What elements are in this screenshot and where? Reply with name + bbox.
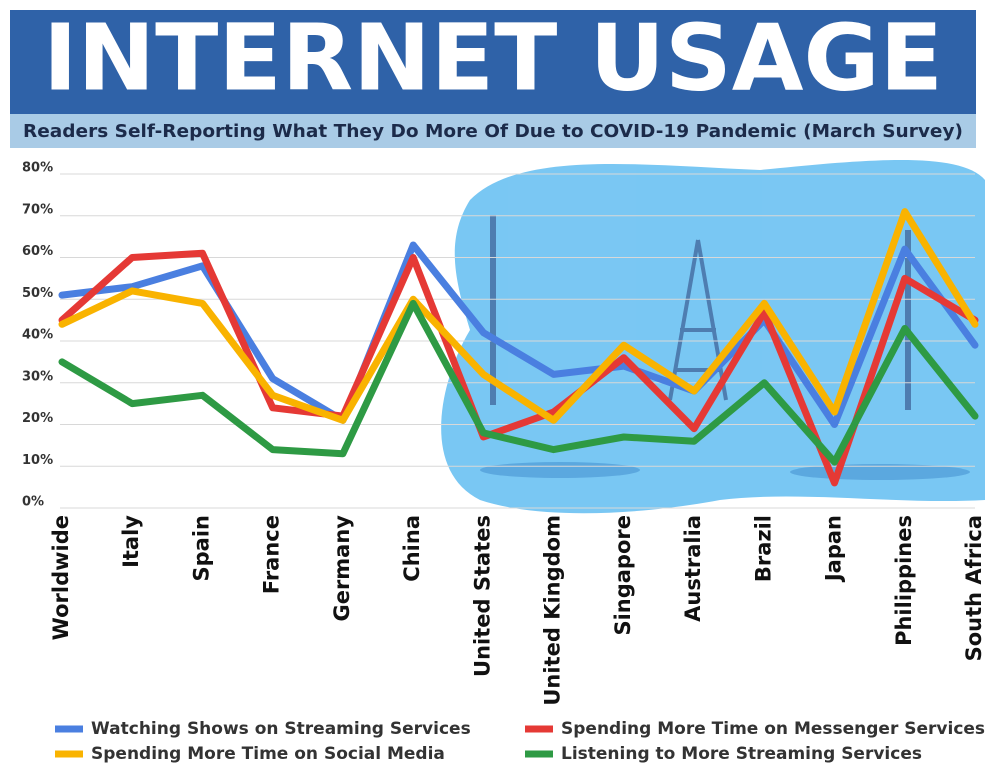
chart-title: INTERNET USAGE — [43, 4, 943, 111]
x-tick-label: Brazil — [751, 515, 775, 582]
y-tick-label: 10% — [22, 453, 53, 468]
x-tick-label: Spain — [189, 515, 213, 581]
y-tick-label: 0% — [22, 495, 44, 510]
y-tick-label: 40% — [22, 328, 53, 343]
legend-label: Spending More Time on Messenger Services — [561, 719, 985, 739]
title-band — [10, 10, 976, 114]
x-tick-label: Philippines — [892, 515, 916, 646]
legend-label: Spending More Time on Social Media — [91, 744, 445, 764]
chart-subtitle: Readers Self-Reporting What They Do More… — [23, 121, 963, 142]
shadow — [480, 462, 640, 478]
y-tick-label: 20% — [22, 411, 53, 426]
x-tick-label: Singapore — [611, 515, 635, 636]
series-line — [58, 299, 979, 466]
y-tick-label: 60% — [22, 244, 53, 259]
series-line — [58, 249, 979, 487]
y-tick-label: 70% — [22, 202, 53, 217]
x-tick-label: Australia — [681, 515, 705, 622]
y-tick-label: 80% — [22, 161, 53, 176]
x-tick-label: Japan — [822, 515, 846, 583]
x-tick-label: Worldwide — [49, 515, 73, 640]
x-tick-label: United States — [470, 515, 494, 677]
legend-label: Listening to More Streaming Services — [561, 744, 922, 764]
y-tick-label: 30% — [22, 369, 53, 384]
x-tick-label: South Africa — [962, 515, 986, 661]
y-tick-label: 50% — [22, 286, 53, 301]
x-tick-label: Germany — [330, 515, 354, 622]
tree — [905, 230, 911, 410]
series-line — [58, 208, 979, 424]
x-tick-label: France — [260, 515, 284, 594]
x-tick-label: China — [400, 515, 424, 582]
subtitle-band — [10, 114, 976, 148]
tree — [490, 215, 496, 405]
legend-label: Watching Shows on Streaming Services — [91, 719, 471, 739]
x-tick-label: United Kingdom — [541, 515, 565, 706]
tower — [668, 239, 728, 401]
x-tick-label: Italy — [119, 515, 143, 568]
